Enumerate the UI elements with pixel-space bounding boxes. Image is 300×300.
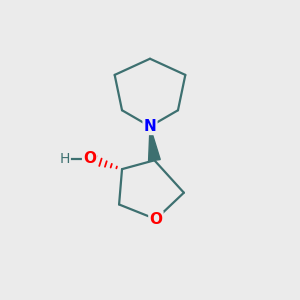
Text: N: N bbox=[144, 119, 156, 134]
Text: H: H bbox=[59, 152, 70, 166]
Text: O: O bbox=[149, 212, 162, 227]
Text: O: O bbox=[83, 151, 96, 166]
Polygon shape bbox=[148, 126, 160, 161]
